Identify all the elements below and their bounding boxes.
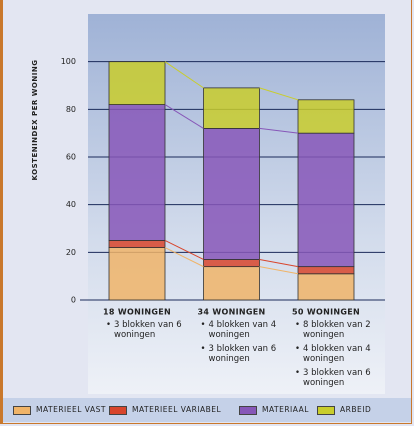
- bar-segment: [109, 62, 165, 105]
- bullet: •: [295, 368, 303, 378]
- legend-item: ARBEID: [317, 405, 371, 415]
- legend-label: ARBEID: [340, 405, 371, 414]
- category-note: •3 blokken van 6 woningen: [200, 344, 280, 364]
- bar-segment: [298, 100, 354, 133]
- category-note: •3 blokken van 6 woningen: [105, 320, 185, 340]
- y-tick-label: 0: [71, 296, 76, 305]
- category-label: 50 WONINGEN: [292, 308, 360, 317]
- note-text: 3 blokken van 6 woningen: [209, 344, 277, 364]
- legend-swatch: [109, 406, 127, 415]
- note-text: 3 blokken van 6 woningen: [303, 368, 371, 388]
- legend-item: MATERIAAL: [239, 405, 309, 415]
- category-label: 34 WONINGEN: [198, 308, 266, 317]
- bar-segment: [298, 274, 354, 300]
- page: {"chart_data": {"type": "stacked-bar", "…: [0, 0, 414, 426]
- legend: MATERIEEL VAST MATERIEEL VARIABEL MATERIAA…: [3, 398, 411, 422]
- y-tick-label: 20: [66, 248, 76, 257]
- bullet: •: [201, 320, 209, 330]
- y-tick-label: 60: [66, 153, 76, 162]
- bullet: •: [295, 320, 303, 330]
- legend-label: MATERIEEL VAST: [36, 405, 106, 414]
- category-note: •8 blokken van 2 woningen: [294, 320, 374, 340]
- note-text: 4 blokken van 4 woningen: [209, 320, 277, 340]
- legend-swatch: [13, 406, 31, 415]
- category-label: 18 WONINGEN: [103, 308, 171, 317]
- category-note: •3 blokken van 6 woningen: [294, 368, 374, 388]
- bar-segment: [298, 133, 354, 266]
- legend-swatch: [239, 406, 257, 415]
- y-tick-label: 40: [66, 200, 76, 209]
- legend-swatch: [317, 406, 335, 415]
- legend-item: MATERIEEL VARIABEL: [109, 405, 221, 415]
- y-tick-label: 100: [61, 57, 76, 66]
- bar-segment: [204, 259, 260, 266]
- y-tick-label: 80: [66, 105, 76, 114]
- note-text: 8 blokken van 2 woningen: [303, 320, 371, 340]
- bar-segment: [109, 105, 165, 241]
- bar-segment: [204, 128, 260, 259]
- legend-item: MATERIEEL VAST: [13, 405, 106, 415]
- note-text: 4 blokken van 4 woningen: [303, 344, 371, 364]
- bar-segment: [204, 88, 260, 129]
- category-note: •4 blokken van 4 woningen: [200, 320, 280, 340]
- category-note: •4 blokken van 4 woningen: [294, 344, 374, 364]
- bar-segment: [109, 240, 165, 247]
- bullet: •: [295, 344, 303, 354]
- bullet: •: [201, 344, 209, 354]
- legend-label: MATERIAAL: [262, 405, 309, 414]
- y-axis-label: KOSTENINDEX PER WONING: [31, 60, 39, 181]
- note-text: 3 blokken van 6 woningen: [114, 320, 182, 340]
- bar-segment: [204, 267, 260, 300]
- legend-label: MATERIEEL VARIABEL: [132, 405, 221, 414]
- bullet: •: [106, 320, 114, 330]
- bar-segment: [109, 248, 165, 300]
- bar-segment: [298, 267, 354, 274]
